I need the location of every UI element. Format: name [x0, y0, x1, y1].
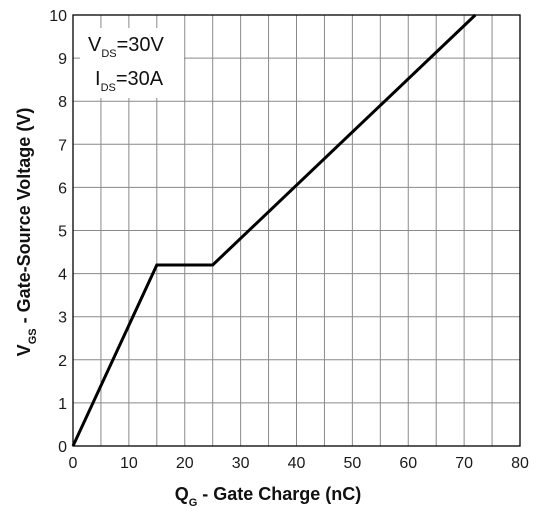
annotation-vds-rest: =30V: [117, 34, 165, 56]
y-axis-label-sub: GS: [27, 328, 39, 344]
y-tick-label: 10: [49, 8, 67, 25]
annotation-vds: VDS=30V: [88, 34, 165, 60]
y-tick-labels: 0 1 2 3 4 5 6 7 8 9 10: [49, 8, 67, 456]
x-tick-label: 10: [120, 455, 138, 472]
y-axis-label-main: V: [14, 344, 34, 356]
x-tick-label: 0: [69, 455, 78, 472]
y-tick-label: 4: [58, 267, 67, 284]
gate-charge-curve: [71, 13, 477, 447]
annotation-ids-sub: DS: [101, 82, 116, 94]
y-tick-label: 6: [58, 180, 67, 197]
x-tick-label: 40: [288, 455, 306, 472]
y-tick-label: 9: [58, 51, 67, 68]
y-tick-label: 8: [58, 94, 67, 111]
annotation-ids-main: I: [95, 68, 101, 90]
x-tick-label: 60: [399, 455, 417, 472]
x-tick-label: 70: [455, 455, 473, 472]
grid: [73, 15, 520, 446]
y-tick-label: 7: [58, 137, 67, 154]
x-tick-label: 50: [343, 455, 361, 472]
x-tick-label: 30: [232, 455, 250, 472]
y-tick-label: 0: [58, 439, 67, 456]
annotation-ids-rest: =30A: [116, 68, 164, 90]
test-conditions: VDS=30V IDS=30A: [80, 28, 184, 98]
annotation-vds-main: V: [88, 34, 102, 56]
x-axis-label-main: Q: [175, 484, 189, 504]
x-tick-label: 80: [511, 455, 529, 472]
y-axis-label-rest: - Gate-Source Voltage (V): [14, 108, 34, 329]
annotation-ids: IDS=30A: [95, 68, 164, 94]
x-axis-label-rest: - Gate Charge (nC): [197, 484, 361, 504]
series-lines: [71, 13, 477, 447]
y-tick-label: 3: [58, 310, 67, 327]
x-tick-label: 20: [176, 455, 194, 472]
plot-frame: [72, 14, 521, 447]
y-tick-label: 5: [58, 224, 67, 241]
x-tick-labels: 0 10 20 30 40 50 60 70 80: [69, 455, 529, 472]
x-axis-label-sub: G: [189, 497, 198, 506]
y-axis-label: VGS - Gate-Source Voltage (V): [14, 108, 39, 357]
y-tick-label: 1: [58, 396, 67, 413]
annotation-background: [80, 28, 184, 98]
y-tick-label: 2: [58, 353, 67, 370]
annotation-vds-sub: DS: [101, 48, 116, 60]
x-axis-label: QG - Gate Charge (nC): [175, 484, 362, 506]
